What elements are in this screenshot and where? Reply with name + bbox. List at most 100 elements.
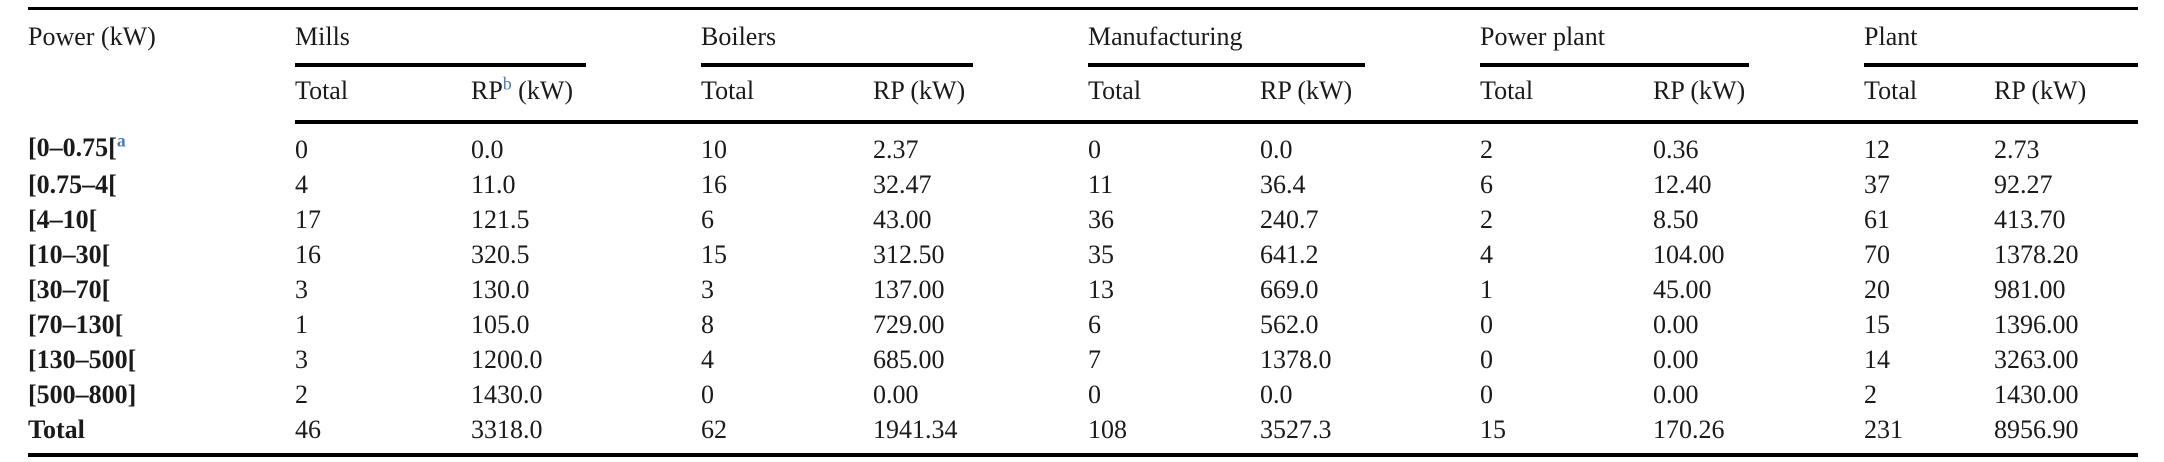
value-cell: 1941.34 (873, 415, 958, 444)
table-row: Total 46 3318.0 62 1941.34 108 3527.3 15 170.26… (28, 412, 2138, 455)
power-range-label: [0.75–4[ (28, 170, 117, 199)
rp-label: RP (1653, 76, 1684, 105)
power-range-label: Total (28, 415, 85, 444)
rp-unit: (kW) (1290, 76, 1353, 105)
value-cell: 2 (1864, 380, 1878, 409)
value-cell: 13 (1088, 275, 1114, 304)
value-cell: 0.36 (1653, 135, 1699, 164)
subheader-rp: RP (kW) (1994, 67, 2139, 124)
group-header-row: Power (kW) Mills Boilers Manufacturing P… (28, 9, 2139, 67)
footnote-marker-a: a (116, 130, 126, 151)
value-cell: 0.00 (1653, 380, 1699, 409)
value-cell: 8956.90 (1994, 415, 2079, 444)
value-cell: 1430.0 (471, 380, 543, 409)
group-name: Mills (295, 22, 350, 51)
value-cell: 1378.0 (1260, 345, 1332, 374)
value-cell: 3 (295, 345, 308, 374)
footnote-marker-b: b (502, 73, 512, 94)
value-cell: 11 (1088, 170, 1114, 199)
subheader-total: Total (1480, 67, 1654, 124)
sub-header-row: Total RPb (kW) Total RP (kW) Total RP (k… (28, 67, 2139, 124)
group-header: Plant (1864, 9, 2139, 67)
value-cell: 37 (1864, 170, 1891, 199)
value-cell: 3 (701, 275, 714, 304)
rp-unit: (kW) (2024, 76, 2087, 105)
table-row: [10–30[ 16 320.5 15 312.50 35 641.2 4 104.00 70 1… (28, 237, 2138, 272)
value-cell: 3527.3 (1260, 415, 1332, 444)
value-cell: 17 (295, 205, 321, 234)
table-row: [70–130[ 1 105.0 8 729.00 6 562.0 0 0.00 15 1396.… (28, 307, 2138, 342)
power-range-label: [10–30[ (28, 240, 111, 269)
value-cell: 1378.20 (1994, 240, 2079, 269)
group-name: Boilers (701, 22, 777, 51)
value-cell: 0.0 (1260, 135, 1293, 164)
power-range-cell: [0–0.75[a (28, 122, 295, 167)
value-cell: 1200.0 (471, 345, 543, 374)
value-cell: 2.73 (1994, 135, 2040, 164)
value-cell: 121.5 (471, 205, 530, 234)
value-cell: 6 (1480, 170, 1494, 199)
power-range-label: [130–500[ (28, 345, 137, 374)
rp-label: RP (1260, 76, 1291, 105)
value-cell: 1 (1480, 275, 1494, 304)
value-cell: 170.26 (1653, 415, 1725, 444)
group-underline (295, 63, 586, 67)
value-cell: 320.5 (471, 240, 530, 269)
table-row: [0–0.75[a 0 0.0 10 2.37 0 0.0 2 0.36 12 2.73 (28, 122, 2138, 167)
group-name: Manufacturing (1088, 22, 1243, 51)
power-range-cell: [10–30[ (28, 237, 295, 272)
subheader-rp: RP (kW) (1653, 67, 1865, 124)
power-range-cell: Total (28, 412, 295, 455)
rp-unit: (kW) (903, 76, 966, 105)
value-cell: 0.0 (1260, 380, 1293, 409)
value-cell: 2 (1480, 205, 1494, 234)
subheader-total: Total (1864, 67, 1995, 124)
value-cell: 14 (1864, 345, 1891, 374)
table-row: [0.75–4[ 4 11.0 16 32.47 11 36.4 6 12.40 37 92.27 (28, 167, 2138, 202)
value-cell: 685.00 (873, 345, 945, 374)
value-cell: 2 (295, 380, 308, 409)
value-cell: 4 (295, 170, 308, 199)
value-cell: 0.00 (1653, 310, 1699, 339)
subheader-total: Total (295, 67, 471, 124)
value-cell: 43.00 (873, 205, 932, 234)
value-cell: 35 (1088, 240, 1114, 269)
group-underline (1088, 63, 1366, 67)
value-cell: 0 (1088, 135, 1101, 164)
rp-label: RP (873, 76, 904, 105)
value-cell: 981.00 (1994, 275, 2066, 304)
subheader-rp: RP (kW) (873, 67, 1088, 124)
value-cell: 0.00 (873, 380, 919, 409)
value-cell: 105.0 (471, 310, 530, 339)
power-column-header: Power (kW) (28, 22, 156, 51)
value-cell: 46 (295, 415, 321, 444)
power-range-label: [30–70[ (28, 275, 111, 304)
group-underline (1864, 63, 2139, 67)
group-name: Power plant (1480, 22, 1605, 51)
power-range-cell: [130–500[ (28, 342, 295, 377)
value-cell: 104.00 (1653, 240, 1725, 269)
value-cell: 36.4 (1260, 170, 1306, 199)
value-cell: 1396.00 (1994, 310, 2079, 339)
value-cell: 669.0 (1260, 275, 1319, 304)
value-cell: 6 (701, 205, 714, 234)
value-cell: 231 (1864, 415, 1904, 444)
value-cell: 1 (295, 310, 308, 339)
value-cell: 8 (701, 310, 714, 339)
value-cell: 20 (1864, 275, 1891, 304)
value-cell: 4 (1480, 240, 1494, 269)
value-cell: 312.50 (873, 240, 945, 269)
power-range-cell: [4–10[ (28, 202, 295, 237)
value-cell: 108 (1088, 415, 1127, 444)
value-cell: 0 (701, 380, 714, 409)
power-range-cell: [30–70[ (28, 272, 295, 307)
value-cell: 36 (1088, 205, 1114, 234)
value-cell: 641.2 (1260, 240, 1319, 269)
value-cell: 2.37 (873, 135, 919, 164)
value-cell: 3318.0 (471, 415, 543, 444)
value-cell: 729.00 (873, 310, 945, 339)
subheader-total: Total (701, 67, 873, 124)
rp-label: RP (471, 76, 503, 105)
value-cell: 61 (1864, 205, 1891, 234)
